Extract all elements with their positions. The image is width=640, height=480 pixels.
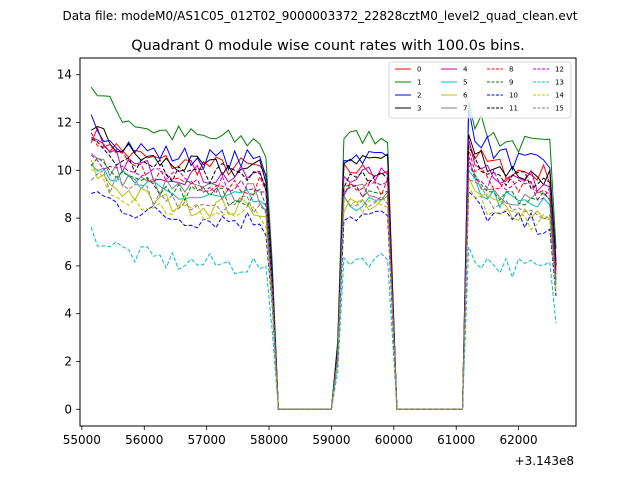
series-line-11 (90, 138, 557, 410)
series-line-6 (90, 159, 557, 410)
series-line-0 (90, 126, 557, 410)
legend-label-11: 11 (509, 105, 518, 113)
y-tick-label: 6 (64, 259, 72, 273)
legend-label-12: 12 (555, 66, 564, 74)
chart-title: Quadrant 0 module wise count rates with … (131, 38, 525, 54)
series-layer (90, 86, 557, 410)
legend-label-10: 10 (509, 92, 518, 100)
series-line-2 (90, 108, 557, 410)
series-line-3 (90, 125, 557, 410)
legend-label-1: 1 (417, 79, 421, 87)
legend-label-4: 4 (463, 66, 468, 74)
legend-label-15: 15 (555, 105, 564, 113)
series-line-5 (90, 163, 557, 410)
y-tick-label: 12 (57, 116, 72, 130)
series-line-13 (90, 226, 557, 410)
y-tick-label: 14 (57, 68, 72, 82)
y-tick-label: 2 (64, 354, 72, 368)
y-tick-label: 10 (57, 163, 72, 177)
legend-label-9: 9 (509, 79, 513, 87)
series-line-4 (90, 136, 557, 410)
x-tick-label: 59000 (312, 433, 350, 447)
x-tick-label: 60000 (375, 433, 413, 447)
x-axis: 55000 56000 57000 58000 59000 60000 61000 62000 (63, 426, 538, 447)
x-tick-label: 57000 (188, 433, 226, 447)
series-line-10 (91, 190, 557, 410)
plot-area: 55000 56000 57000 58000 59000 60000 61000 62000… (57, 57, 577, 468)
x-tick-label: 55000 (63, 433, 101, 447)
series-line-9 (90, 157, 557, 410)
legend-label-0: 0 (417, 66, 421, 74)
legend-label-8: 8 (509, 66, 513, 74)
legend-label-14: 14 (555, 92, 564, 100)
legend-label-13: 13 (555, 79, 564, 87)
series-line-1 (90, 86, 557, 410)
legend-label-3: 3 (417, 105, 421, 113)
series-line-7 (90, 153, 557, 410)
suptitle: Data file: modeM0/AS1C05_012T02_90000033… (62, 9, 577, 23)
x-tick-label: 62000 (500, 433, 538, 447)
series-line-14 (91, 168, 557, 410)
x-tick-label: 56000 (125, 433, 163, 447)
legend-label-2: 2 (417, 92, 421, 100)
y-tick-label: 0 (64, 402, 72, 416)
x-offset-text: +3.143e8 (515, 454, 574, 468)
axes-frame (79, 57, 577, 427)
legend-label-7: 7 (463, 105, 467, 113)
series-line-15 (90, 169, 557, 410)
legend-label-6: 6 (463, 92, 468, 100)
y-axis: 0 2 4 6 8 10 12 14 (57, 68, 80, 416)
x-tick-label: 58000 (250, 433, 288, 447)
x-tick-label: 61000 (437, 433, 475, 447)
y-tick-label: 4 (64, 307, 72, 321)
legend-box (388, 61, 572, 119)
legend-label-5: 5 (463, 79, 467, 87)
y-tick-label: 8 (64, 211, 72, 225)
